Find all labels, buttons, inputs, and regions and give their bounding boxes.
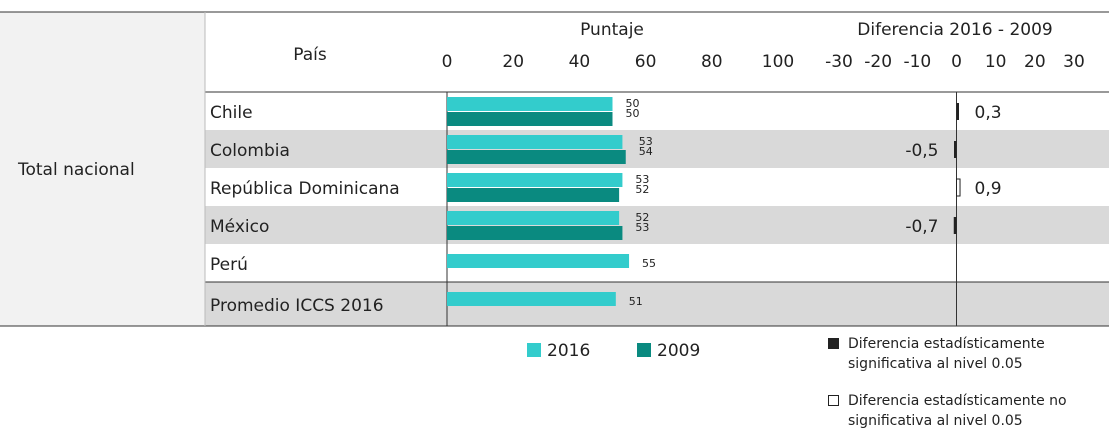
significance-label: Diferencia estadísticamente significativ…: [848, 336, 1045, 372]
score-axis-title: Puntaje: [580, 20, 644, 40]
category-label: México: [210, 217, 269, 237]
x-tick-label: 40: [569, 52, 591, 72]
significance-legend: Diferencia estadísticamente no significa…: [828, 391, 1098, 431]
bar: [447, 97, 613, 111]
bar: [447, 150, 626, 164]
value-label: 50: [626, 107, 640, 120]
bar: [447, 211, 620, 225]
value-label: 52: [635, 183, 649, 196]
difference-label: 0,9: [975, 179, 1002, 199]
x-tick-label: 0: [442, 52, 453, 72]
row-band: [205, 130, 1109, 168]
category-header: País: [293, 45, 327, 65]
value-label: 52: [635, 211, 649, 224]
value-label: 53: [635, 221, 649, 234]
bar: [447, 254, 630, 268]
diff-tick-label: 10: [985, 52, 1007, 72]
bar: [447, 135, 623, 149]
group-column: [0, 12, 205, 326]
diff-tick-label: -10: [903, 52, 931, 72]
significance-legend: Diferencia estadísticamente significativ…: [828, 334, 1098, 374]
significance-label: Diferencia estadísticamente no significa…: [848, 393, 1067, 429]
bar: [447, 112, 613, 126]
bar: [447, 292, 616, 306]
significance-swatch: [828, 338, 839, 349]
category-label: Colombia: [210, 141, 290, 161]
row-band: [205, 282, 1109, 326]
diff-tick-label: 0: [951, 52, 962, 72]
difference-axis-title: Diferencia 2016 - 2009: [857, 20, 1052, 40]
x-tick-label: 20: [502, 52, 524, 72]
difference-bar: [953, 217, 957, 234]
legend-swatch: [527, 343, 541, 357]
bar: [447, 188, 620, 202]
row-band: [205, 206, 1109, 244]
x-tick-label: 60: [635, 52, 657, 72]
difference-bar: [956, 103, 959, 120]
difference-label: -0,5: [905, 141, 938, 161]
category-label: Chile: [210, 103, 253, 123]
value-label: 53: [639, 135, 653, 148]
value-label: 55: [642, 257, 656, 270]
row-group: Total nacional: [17, 160, 135, 180]
bar: [447, 226, 623, 240]
x-tick-label: 100: [762, 52, 794, 72]
diff-tick-label: -20: [864, 52, 892, 72]
legend-label: 2009: [657, 341, 700, 361]
difference-label: 0,3: [975, 103, 1002, 123]
value-label: 51: [629, 295, 643, 308]
x-tick-label: 80: [701, 52, 723, 72]
category-label: Perú: [210, 255, 248, 275]
diff-tick-label: 20: [1024, 52, 1046, 72]
legend-swatch: [637, 343, 651, 357]
value-label: 54: [639, 145, 653, 158]
category-label: Promedio ICCS 2016: [210, 296, 384, 316]
category-label: República Dominicana: [210, 179, 400, 199]
bar: [447, 173, 623, 187]
value-label: 53: [635, 173, 649, 186]
difference-bar: [954, 141, 957, 158]
value-label: 50: [626, 97, 640, 110]
difference-bar: [956, 178, 961, 197]
diff-tick-label: 30: [1063, 52, 1085, 72]
diff-tick-label: -30: [825, 52, 853, 72]
legend-label: 2016: [547, 341, 590, 361]
significance-swatch: [828, 395, 839, 406]
difference-label: -0,7: [905, 217, 938, 237]
